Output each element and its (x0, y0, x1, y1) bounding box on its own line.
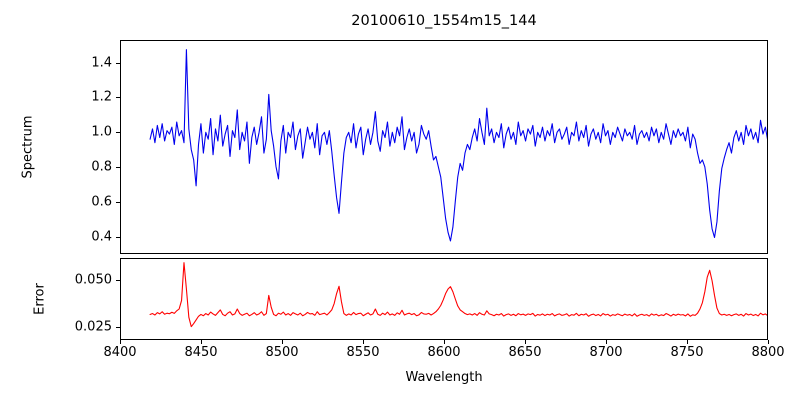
x-tick-mark (363, 340, 364, 344)
spectrum-data-line (150, 50, 767, 241)
y-axis-label-error: Error (33, 283, 48, 315)
x-tick-mark (201, 340, 202, 344)
x-tick-label: 8800 (751, 345, 784, 360)
y-tick-mark (116, 327, 120, 328)
y-tick-label: 1.2 (0, 90, 112, 105)
x-tick-mark (768, 340, 769, 344)
y-tick-label: 0.8 (0, 160, 112, 175)
x-tick-mark (120, 340, 121, 344)
x-tick-label: 8600 (427, 345, 460, 360)
x-tick-label: 8400 (103, 345, 136, 360)
y-tick-mark (116, 280, 120, 281)
y-tick-mark (116, 63, 120, 64)
x-tick-label: 8550 (346, 345, 379, 360)
y-tick-label: 0.6 (0, 194, 112, 209)
y-tick-label: 1.0 (0, 125, 112, 140)
y-tick-mark (116, 97, 120, 98)
error-plot-area (121, 259, 767, 339)
error-data-line (150, 263, 767, 327)
y-tick-label: 0.025 (0, 320, 112, 335)
y-tick-label: 0.4 (0, 229, 112, 244)
x-tick-label: 8750 (670, 345, 703, 360)
x-axis-label: Wavelength (405, 370, 482, 385)
error-axes (120, 258, 768, 340)
x-tick-label: 8450 (184, 345, 217, 360)
spectrum-plot-area (121, 41, 767, 253)
x-tick-mark (282, 340, 283, 344)
x-tick-mark (525, 340, 526, 344)
x-tick-label: 8700 (589, 345, 622, 360)
y-tick-label: 1.4 (0, 55, 112, 70)
matplotlib-figure: 20100610_1554m15_144 Spectrum Error Wave… (0, 0, 800, 400)
x-tick-label: 8650 (508, 345, 541, 360)
y-tick-mark (116, 132, 120, 133)
y-tick-label: 0.050 (0, 273, 112, 288)
y-tick-mark (116, 167, 120, 168)
y-tick-mark (116, 237, 120, 238)
x-tick-label: 8500 (265, 345, 298, 360)
x-tick-mark (606, 340, 607, 344)
spectrum-axes (120, 40, 768, 254)
x-tick-mark (687, 340, 688, 344)
page-title: 20100610_1554m15_144 (120, 13, 768, 29)
y-tick-mark (116, 202, 120, 203)
x-tick-mark (444, 340, 445, 344)
